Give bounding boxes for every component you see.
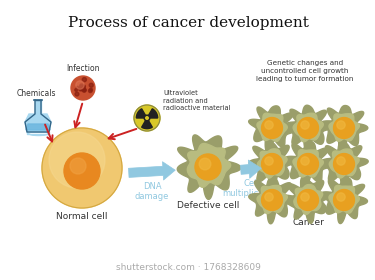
Circle shape [134, 105, 160, 131]
Text: shutterstock.com · 1768328609: shutterstock.com · 1768328609 [116, 263, 260, 272]
Text: Infection: Infection [66, 64, 100, 73]
Polygon shape [321, 178, 368, 223]
Polygon shape [136, 109, 146, 118]
Circle shape [90, 88, 93, 91]
Circle shape [146, 117, 148, 119]
Circle shape [80, 87, 84, 90]
Text: Normal cell: Normal cell [56, 212, 108, 221]
Polygon shape [329, 149, 359, 178]
Circle shape [79, 87, 82, 91]
Polygon shape [257, 113, 287, 141]
Circle shape [195, 154, 221, 180]
Polygon shape [257, 149, 287, 178]
Circle shape [301, 121, 309, 129]
Circle shape [89, 83, 93, 87]
Polygon shape [35, 100, 41, 115]
Circle shape [301, 193, 309, 201]
Circle shape [337, 121, 345, 129]
Polygon shape [329, 185, 359, 213]
Circle shape [265, 121, 273, 129]
Circle shape [261, 153, 282, 174]
Text: Chemicals: Chemicals [16, 89, 56, 98]
Polygon shape [188, 143, 231, 187]
Polygon shape [293, 150, 323, 177]
Circle shape [337, 157, 345, 165]
Circle shape [71, 76, 95, 100]
Circle shape [81, 87, 85, 91]
Text: Defective cell: Defective cell [177, 201, 239, 210]
Circle shape [333, 190, 354, 211]
Circle shape [75, 92, 79, 96]
Circle shape [42, 128, 122, 208]
Polygon shape [329, 114, 359, 141]
Circle shape [70, 158, 86, 174]
Circle shape [333, 153, 354, 174]
Circle shape [337, 193, 345, 201]
Circle shape [83, 88, 86, 92]
Polygon shape [249, 177, 296, 224]
Text: Cancer: Cancer [292, 218, 324, 227]
Circle shape [76, 86, 79, 89]
Circle shape [82, 89, 86, 92]
Circle shape [333, 118, 354, 138]
Circle shape [82, 85, 86, 88]
Polygon shape [249, 141, 296, 188]
Circle shape [81, 86, 83, 88]
Circle shape [79, 85, 84, 90]
Circle shape [301, 157, 309, 165]
Circle shape [49, 132, 105, 188]
Text: Ultraviolet
radiation and
radioactive material: Ultraviolet radiation and radioactive ma… [163, 90, 231, 111]
Circle shape [144, 115, 150, 121]
Circle shape [88, 89, 92, 93]
Circle shape [199, 158, 211, 170]
Circle shape [80, 84, 83, 87]
Polygon shape [294, 185, 322, 214]
Polygon shape [321, 106, 368, 152]
Circle shape [261, 118, 282, 138]
Polygon shape [285, 105, 332, 152]
Polygon shape [285, 142, 332, 188]
Text: Genetic changes and
uncontrolled cell growth
leading to tumor formation: Genetic changes and uncontrolled cell gr… [256, 60, 354, 81]
Circle shape [297, 118, 318, 138]
Polygon shape [293, 113, 323, 142]
Circle shape [297, 190, 318, 211]
Text: Process of cancer development: Process of cancer development [68, 16, 308, 30]
Polygon shape [286, 177, 332, 223]
Polygon shape [257, 185, 287, 214]
Polygon shape [142, 120, 152, 129]
Circle shape [76, 81, 84, 89]
Circle shape [265, 157, 273, 165]
Text: DNA
damage: DNA damage [135, 182, 169, 201]
Circle shape [81, 86, 83, 88]
Circle shape [297, 153, 318, 174]
Circle shape [75, 88, 78, 91]
Circle shape [82, 78, 86, 82]
Polygon shape [25, 114, 51, 132]
Polygon shape [321, 141, 368, 188]
Polygon shape [148, 109, 158, 118]
Polygon shape [26, 124, 50, 130]
Text: Cell
multiplication: Cell multiplication [222, 179, 280, 199]
Polygon shape [249, 106, 295, 151]
Circle shape [81, 86, 85, 90]
Circle shape [265, 193, 273, 201]
Circle shape [261, 190, 282, 211]
Circle shape [64, 153, 100, 189]
Polygon shape [177, 135, 241, 199]
